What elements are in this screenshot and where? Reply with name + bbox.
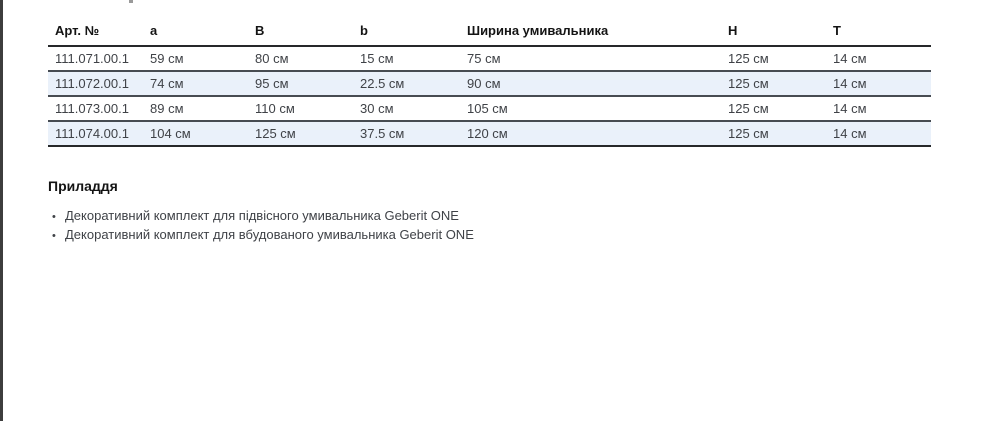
cropped-text-artifact [129, 0, 133, 3]
cell-b-lower: 37.5 см [360, 126, 405, 141]
spec-table: Арт. № a B b Ширина умивальника H T 111.… [48, 20, 931, 147]
cell-washbasin-width: 75 см [467, 51, 501, 66]
accessory-item-label: Декоративний комплект для вбудованого ум… [65, 227, 474, 242]
cell-b-upper: 95 см [255, 76, 289, 91]
cell-h: 125 см [728, 101, 769, 116]
page-left-border-line [0, 0, 3, 421]
cell-h: 125 см [728, 51, 769, 66]
column-header-art-no: Арт. № [55, 23, 100, 38]
cell-b-lower: 30 см [360, 101, 394, 116]
table-row: 111.072.00.1 74 см 95 см 22.5 см 90 см 1… [48, 71, 931, 96]
cell-t: 14 см [833, 101, 867, 116]
table-row: 111.071.00.1 59 см 80 см 15 см 75 см 125… [48, 46, 931, 71]
list-item: • Декоративний комплект для вбудованого … [48, 226, 948, 245]
cell-b-upper: 80 см [255, 51, 289, 66]
bullet-icon: • [52, 230, 56, 242]
table-row: 111.073.00.1 89 см 110 см 30 см 105 см 1… [48, 96, 931, 121]
cell-t: 14 см [833, 76, 867, 91]
accessories-list: • Декоративний комплект для підвісного у… [48, 207, 948, 245]
cell-b-upper: 125 см [255, 126, 296, 141]
cell-a: 104 см [150, 126, 191, 141]
cell-t: 14 см [833, 51, 867, 66]
cell-h: 125 см [728, 126, 769, 141]
table-header-row: Арт. № a B b Ширина умивальника H T [48, 20, 931, 46]
column-header-t: T [833, 23, 841, 38]
cell-a: 74 см [150, 76, 184, 91]
cell-art-no: 111.072.00.1 [55, 76, 129, 91]
cell-a: 89 см [150, 101, 184, 116]
cell-a: 59 см [150, 51, 184, 66]
column-header-washbasin-width: Ширина умивальника [467, 23, 609, 38]
cell-art-no: 111.074.00.1 [55, 126, 129, 141]
list-item: • Декоративний комплект для підвісного у… [48, 207, 948, 226]
cell-washbasin-width: 120 см [467, 126, 508, 141]
column-header-a: a [150, 23, 158, 38]
column-header-b-lower: b [360, 23, 368, 38]
accessories-heading: Приладдя [48, 178, 118, 194]
accessories-section: Приладдя • Декоративний комплект для під… [48, 178, 948, 245]
cell-h: 125 см [728, 76, 769, 91]
column-header-h: H [728, 23, 738, 38]
accessory-item-label: Декоративний комплект для підвісного уми… [65, 208, 459, 223]
cell-b-lower: 22.5 см [360, 76, 405, 91]
table-row: 111.074.00.1 104 см 125 см 37.5 см 120 с… [48, 121, 931, 146]
cell-washbasin-width: 105 см [467, 101, 508, 116]
cell-art-no: 111.071.00.1 [55, 51, 129, 66]
cell-b-upper: 110 см [255, 101, 295, 116]
product-spec-section: Арт. № a B b Ширина умивальника H T 111.… [48, 20, 948, 245]
cell-washbasin-width: 90 см [467, 76, 501, 91]
bullet-icon: • [52, 211, 56, 223]
cell-art-no: 111.073.00.1 [55, 101, 129, 116]
cell-t: 14 см [833, 126, 867, 141]
column-header-b-upper: B [255, 23, 265, 38]
cell-b-lower: 15 см [360, 51, 394, 66]
